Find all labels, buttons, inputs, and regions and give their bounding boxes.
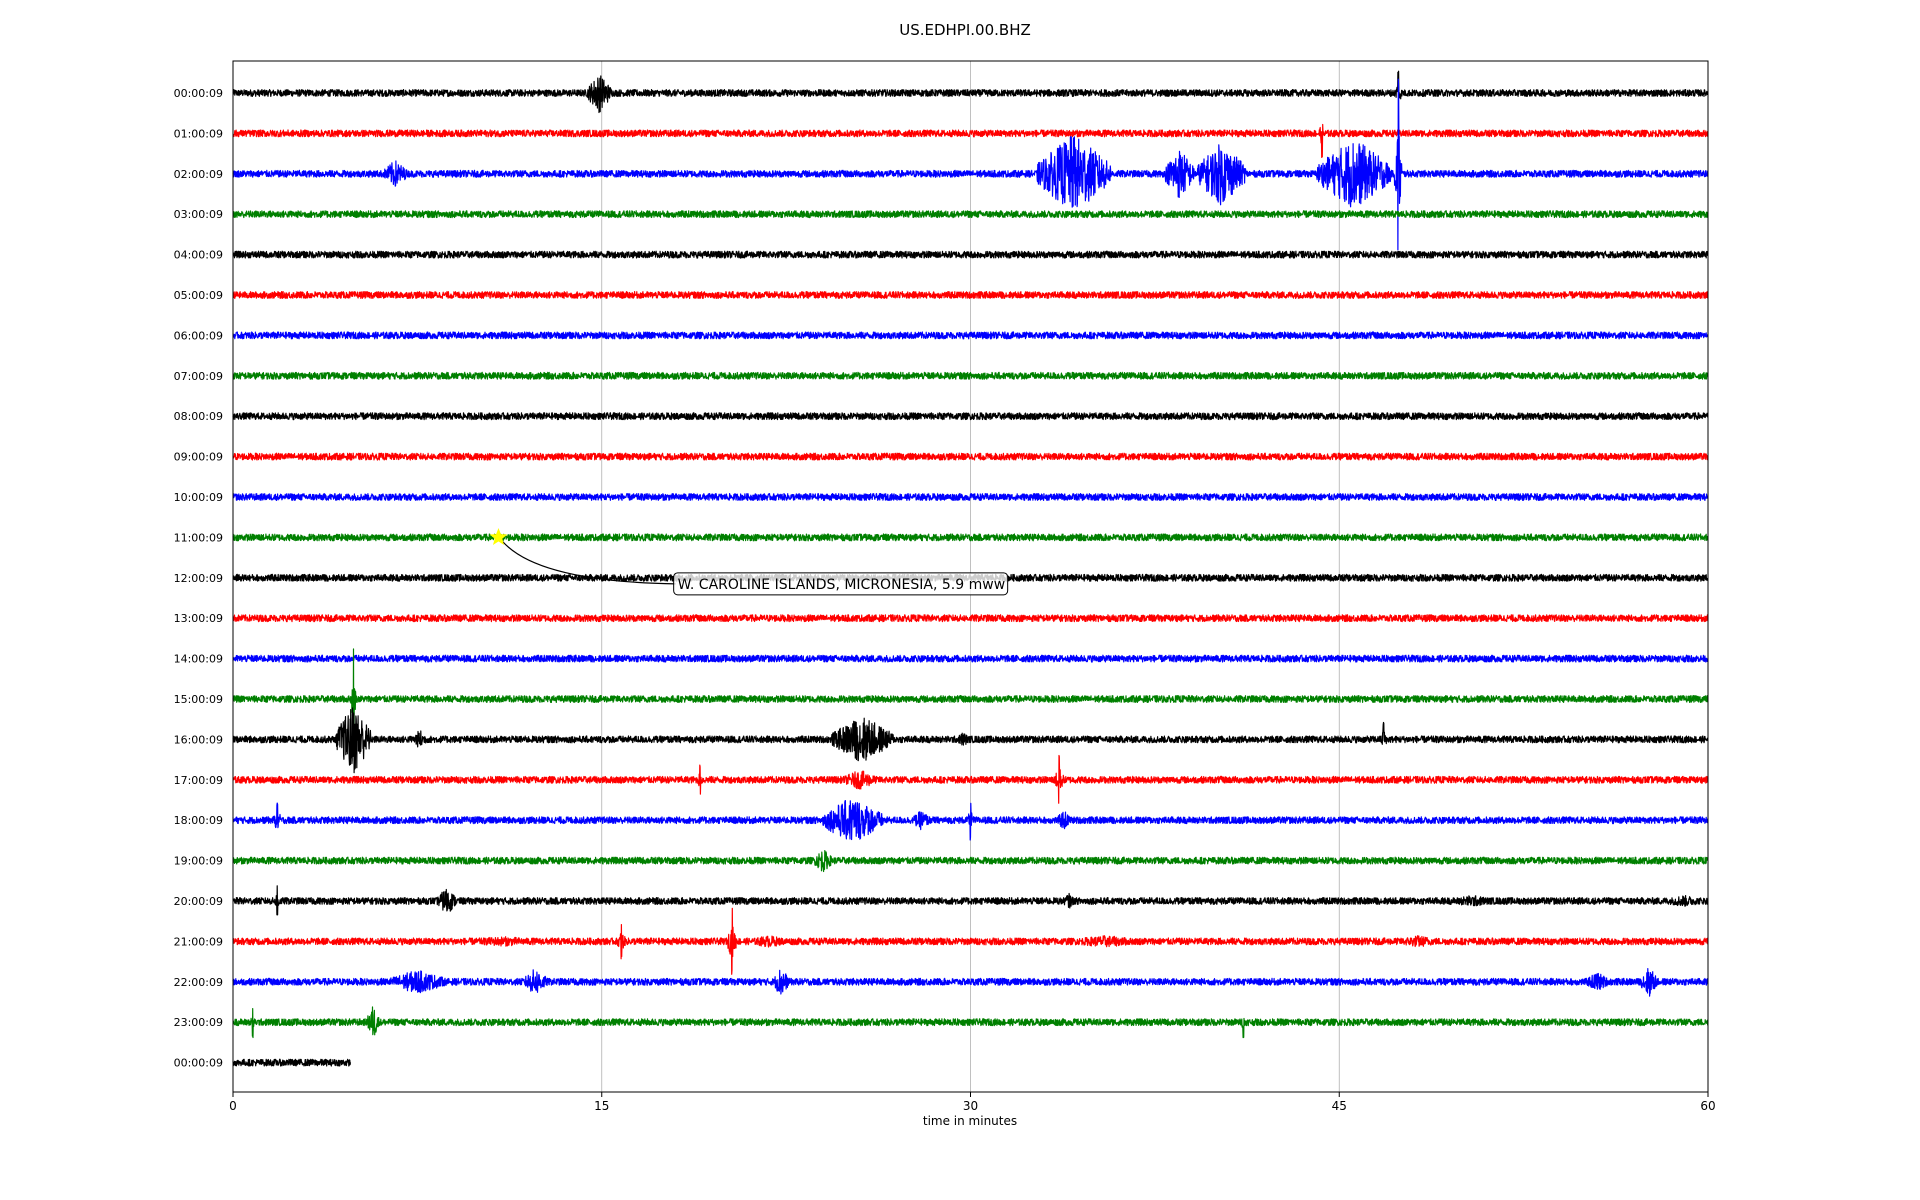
trace-row-21 — [232, 907, 1709, 975]
trace-row-13 — [232, 614, 1709, 623]
row-time-label: 18:00:09 — [174, 814, 223, 827]
row-time-label: 22:00:09 — [174, 976, 223, 989]
trace-row-6 — [232, 331, 1709, 340]
trace-row-4 — [232, 250, 1709, 259]
trace-row-0 — [232, 70, 1709, 114]
trace-row-14 — [232, 654, 1709, 663]
trace-row-24 — [232, 1058, 352, 1067]
x-tick-label: 60 — [1700, 1099, 1715, 1113]
x-tick-label: 45 — [1332, 1099, 1347, 1113]
row-time-label: 01:00:09 — [174, 127, 223, 140]
event-annotation: W. CAROLINE ISLANDS, MICRONESIA, 5.9 mww — [489, 528, 1009, 596]
x-axis-label: time in minutes — [923, 1114, 1017, 1128]
trace-row-18 — [232, 800, 1709, 841]
trace-row-23 — [232, 1006, 1709, 1039]
row-time-label: 00:00:09 — [174, 87, 223, 100]
trace-group — [232, 70, 1709, 1067]
trace-row-20 — [232, 885, 1709, 916]
row-time-label: 19:00:09 — [174, 855, 223, 868]
trace-row-3 — [232, 210, 1709, 219]
row-time-label: 23:00:09 — [174, 1016, 223, 1029]
trace-row-9 — [232, 452, 1709, 461]
row-label-group: 00:00:09 01:00:09 02:00:09 03:00:09 04:00:09… — [174, 87, 223, 1070]
x-tick-label: 15 — [594, 1099, 609, 1113]
row-time-label: 02:00:09 — [174, 168, 223, 181]
row-time-label: 05:00:09 — [174, 289, 223, 302]
row-time-label: 16:00:09 — [174, 733, 223, 746]
row-time-label: 13:00:09 — [174, 612, 223, 625]
row-time-label: 17:00:09 — [174, 774, 223, 787]
trace-row-11 — [232, 533, 1709, 542]
trace-row-1 — [232, 123, 1709, 158]
x-tick-label: 30 — [963, 1099, 978, 1113]
annotation-label: W. CAROLINE ISLANDS, MICRONESIA, 5.9 mww — [678, 577, 1005, 593]
annotation-connector — [502, 541, 676, 585]
trace-row-2 — [232, 78, 1709, 251]
trace-row-7 — [232, 371, 1709, 380]
row-time-label: 00:00:09 — [174, 1057, 223, 1070]
trace-row-10 — [232, 493, 1709, 501]
trace-row-8 — [232, 412, 1709, 421]
x-tick-label: 0 — [229, 1099, 237, 1113]
event-star-icon — [489, 528, 508, 546]
trace-row-16 — [232, 707, 1709, 774]
row-time-label: 07:00:09 — [174, 370, 223, 383]
row-time-label: 15:00:09 — [174, 693, 223, 706]
row-time-label: 21:00:09 — [174, 935, 223, 948]
x-axis: 0 15 30 45 60 — [229, 1092, 1716, 1113]
chart-title: US.EDHPI.00.BHZ — [899, 21, 1031, 39]
trace-row-15 — [232, 648, 1709, 757]
row-time-label: 04:00:09 — [174, 249, 223, 262]
row-time-label: 12:00:09 — [174, 572, 223, 585]
annotation-box — [673, 572, 1009, 596]
trace-row-5 — [232, 291, 1709, 299]
row-time-label: 10:00:09 — [174, 491, 223, 504]
row-time-label: 03:00:09 — [174, 208, 223, 221]
trace-row-19 — [232, 850, 1709, 873]
row-time-label: 06:00:09 — [174, 329, 223, 342]
row-time-label: 20:00:09 — [174, 895, 223, 908]
row-time-label: 11:00:09 — [174, 531, 223, 544]
trace-row-22 — [232, 968, 1709, 997]
row-time-label: 09:00:09 — [174, 451, 223, 464]
row-time-label: 08:00:09 — [174, 410, 223, 423]
trace-row-17 — [232, 754, 1709, 804]
row-time-label: 14:00:09 — [174, 653, 223, 666]
